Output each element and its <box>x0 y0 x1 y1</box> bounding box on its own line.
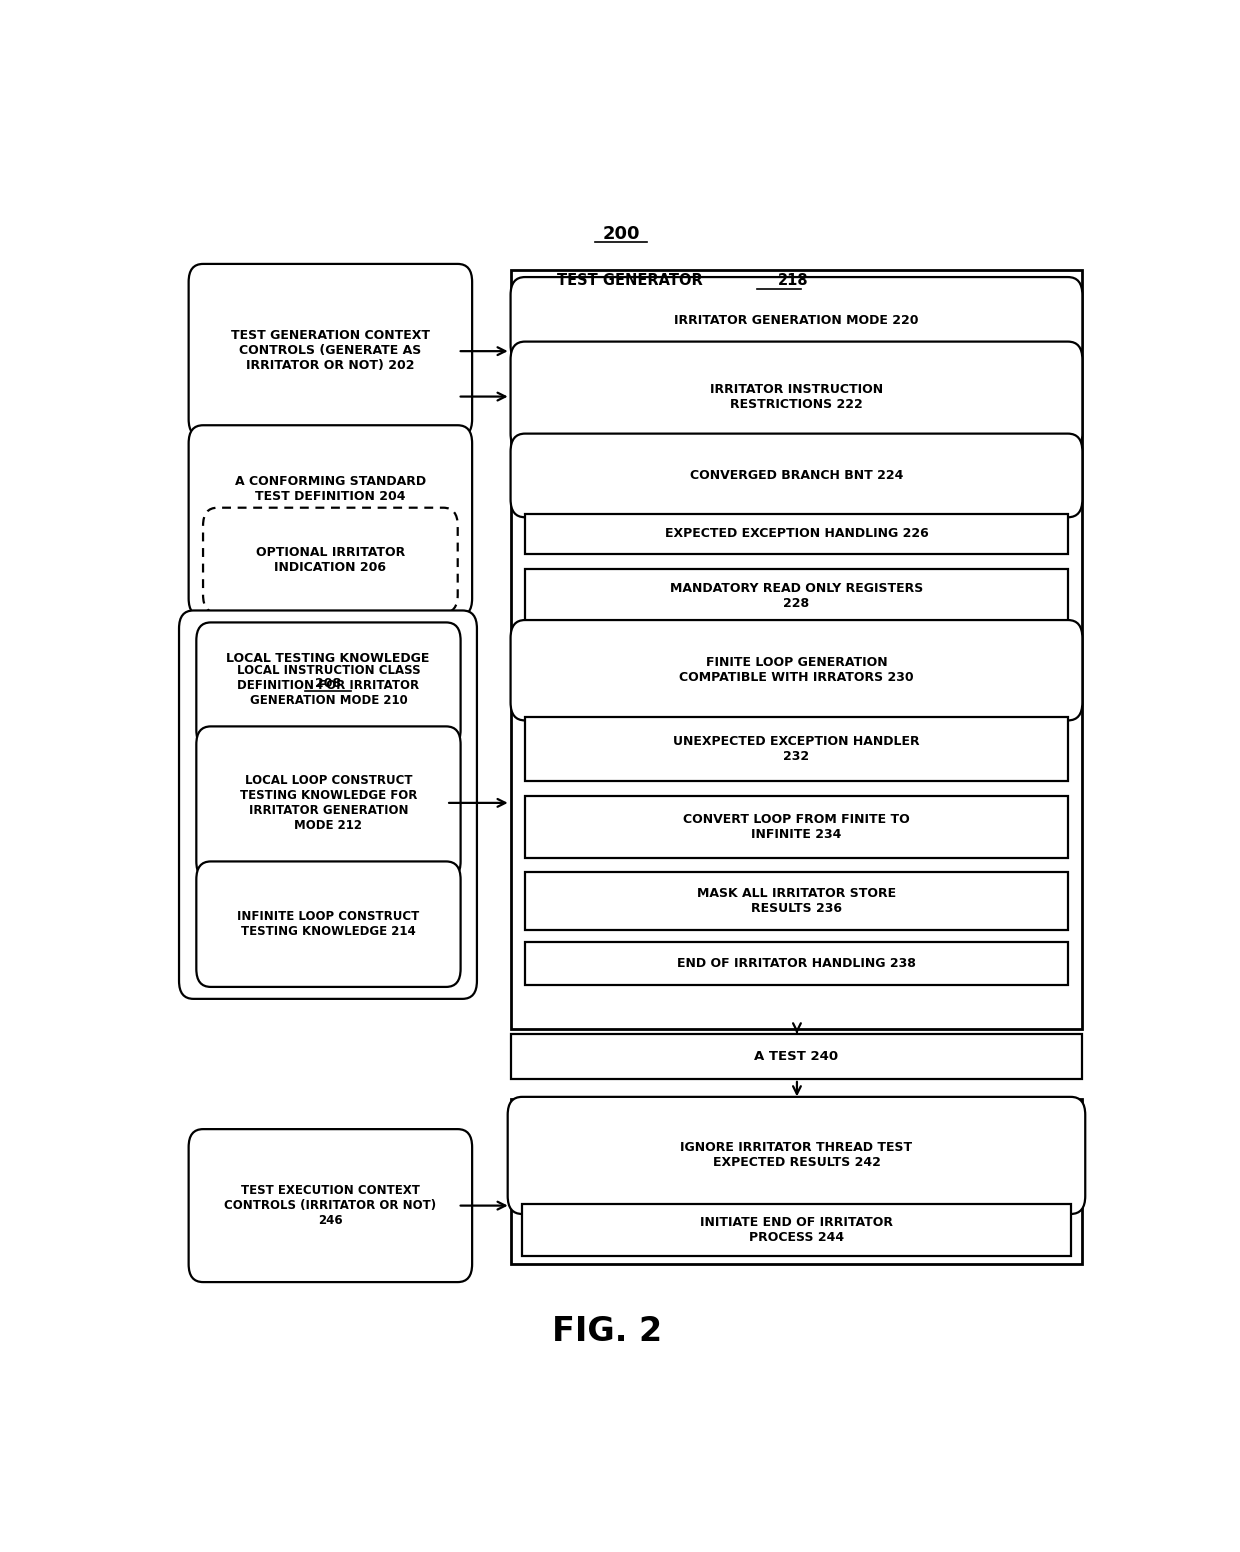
Text: END OF IRRITATOR HANDLING 238: END OF IRRITATOR HANDLING 238 <box>677 956 916 970</box>
Text: LOCAL LOOP CONSTRUCT
TESTING KNOWLEDGE FOR
IRRITATOR GENERATION
MODE 212: LOCAL LOOP CONSTRUCT TESTING KNOWLEDGE F… <box>239 774 417 832</box>
Bar <box>525 514 1068 554</box>
Text: TEST GENERATION CONTEXT
CONTROLS (GENERATE AS
IRRITATOR OR NOT) 202: TEST GENERATION CONTEXT CONTROLS (GENERA… <box>231 329 430 372</box>
FancyBboxPatch shape <box>511 433 1083 517</box>
FancyBboxPatch shape <box>188 425 472 616</box>
Text: IGNORE IRRITATOR THREAD TEST
EXPECTED RESULTS 242: IGNORE IRRITATOR THREAD TEST EXPECTED RE… <box>681 1141 913 1169</box>
Text: 200: 200 <box>603 225 640 244</box>
FancyBboxPatch shape <box>196 622 460 748</box>
Text: LOCAL TESTING KNOWLEDGE: LOCAL TESTING KNOWLEDGE <box>226 652 430 664</box>
Text: IRRITATOR INSTRUCTION
RESTRICTIONS 222: IRRITATOR INSTRUCTION RESTRICTIONS 222 <box>711 382 883 411</box>
FancyBboxPatch shape <box>203 508 458 613</box>
Text: A TEST 240: A TEST 240 <box>754 1049 838 1063</box>
Bar <box>525 942 1068 984</box>
FancyBboxPatch shape <box>511 341 1083 452</box>
Bar <box>522 1204 1071 1256</box>
Text: MASK ALL IRRITATOR STORE
RESULTS 236: MASK ALL IRRITATOR STORE RESULTS 236 <box>697 886 897 914</box>
FancyBboxPatch shape <box>179 610 477 999</box>
Text: IRRITATOR GENERATION MODE 220: IRRITATOR GENERATION MODE 220 <box>675 314 919 326</box>
Text: CONVERT LOOP FROM FINITE TO
INFINITE 234: CONVERT LOOP FROM FINITE TO INFINITE 234 <box>683 813 910 841</box>
Text: 218: 218 <box>777 273 808 289</box>
Text: MANDATORY READ ONLY REGISTERS
228: MANDATORY READ ONLY REGISTERS 228 <box>670 582 923 610</box>
Text: CONVERGED BRANCH BNT 224: CONVERGED BRANCH BNT 224 <box>689 469 903 483</box>
FancyBboxPatch shape <box>188 264 472 438</box>
Bar <box>525 796 1068 858</box>
FancyBboxPatch shape <box>511 621 1083 720</box>
Text: INFINITE LOOP CONSTRUCT
TESTING KNOWLEDGE 214: INFINITE LOOP CONSTRUCT TESTING KNOWLEDG… <box>237 909 419 937</box>
Text: LOCAL INSTRUCTION CLASS
DEFINITION FOR IRRITATOR
GENERATION MODE 210: LOCAL INSTRUCTION CLASS DEFINITION FOR I… <box>237 664 420 706</box>
Text: FIG. 2: FIG. 2 <box>552 1315 662 1347</box>
FancyBboxPatch shape <box>196 861 460 987</box>
Bar <box>511 1034 1083 1079</box>
Text: OPTIONAL IRRITATOR
INDICATION 206: OPTIONAL IRRITATOR INDICATION 206 <box>255 546 405 574</box>
Text: FINITE LOOP GENERATION
COMPATIBLE WITH IRRATORS 230: FINITE LOOP GENERATION COMPATIBLE WITH I… <box>680 656 914 684</box>
Text: UNEXPECTED EXCEPTION HANDLER
232: UNEXPECTED EXCEPTION HANDLER 232 <box>673 736 920 764</box>
Bar <box>525 872 1068 930</box>
Text: A CONFORMING STANDARD
TEST DEFINITION 204: A CONFORMING STANDARD TEST DEFINITION 20… <box>234 475 427 503</box>
FancyBboxPatch shape <box>511 278 1083 363</box>
Text: 208: 208 <box>315 677 341 691</box>
Text: EXPECTED EXCEPTION HANDLING 226: EXPECTED EXCEPTION HANDLING 226 <box>665 528 929 540</box>
Bar <box>511 1099 1083 1265</box>
Bar <box>511 270 1083 1029</box>
FancyBboxPatch shape <box>507 1097 1085 1214</box>
Text: INITIATE END OF IRRITATOR
PROCESS 244: INITIATE END OF IRRITATOR PROCESS 244 <box>699 1217 893 1245</box>
Text: TEST GENERATOR: TEST GENERATOR <box>557 273 708 289</box>
Bar <box>525 568 1068 624</box>
FancyBboxPatch shape <box>188 1130 472 1282</box>
FancyBboxPatch shape <box>196 726 460 880</box>
Bar <box>525 717 1068 781</box>
Text: TEST EXECUTION CONTEXT
CONTROLS (IRRITATOR OR NOT)
246: TEST EXECUTION CONTEXT CONTROLS (IRRITAT… <box>224 1184 436 1228</box>
